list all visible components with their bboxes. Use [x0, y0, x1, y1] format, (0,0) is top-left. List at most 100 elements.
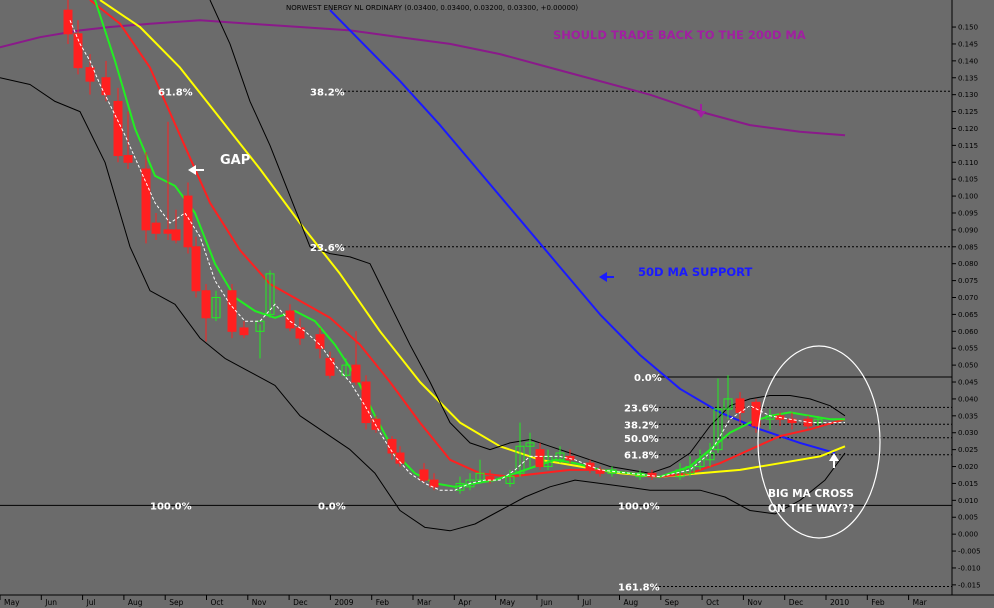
series-line-3 — [89, 0, 846, 478]
y-tick-label: 0.105 — [958, 176, 978, 184]
series-line-4 — [94, 0, 845, 488]
candle — [429, 473, 439, 491]
chart-title: NORWEST ENERGY NL ORDINARY (0.03400, 0.0… — [286, 4, 578, 12]
y-tick-label: 0.110 — [958, 159, 978, 167]
fib-label: 0.0% — [634, 373, 662, 384]
x-tick-label: Mar — [417, 598, 432, 607]
candle — [265, 270, 275, 318]
fib-label: 100.0% — [618, 501, 660, 512]
candle — [475, 459, 485, 484]
x-tick-label: Aug — [128, 598, 143, 607]
fib-label: 38.2% — [624, 420, 659, 431]
highlight-ellipse — [757, 345, 881, 539]
candle — [695, 449, 705, 470]
fib-label: 61.8% — [158, 87, 193, 98]
fib-label: 161.8% — [618, 583, 660, 594]
fib-label: 23.6% — [624, 403, 659, 414]
x-tick-label: Jul — [581, 598, 591, 607]
candle — [813, 415, 823, 426]
candle — [419, 463, 429, 484]
x-tick-label: Oct — [706, 598, 719, 607]
candle — [351, 331, 361, 386]
x-tick-label: Sep — [169, 598, 183, 607]
y-tick-label: 0.125 — [958, 108, 978, 116]
x-tick-label: May — [500, 598, 516, 607]
x-tick-label: Nov — [252, 598, 267, 607]
candle — [239, 321, 249, 339]
y-tick-label: 0.145 — [958, 40, 978, 48]
candle — [543, 449, 553, 470]
y-tick-label: 0.130 — [958, 91, 978, 99]
x-tick-label: Dec — [293, 598, 308, 607]
x-tick-label: Jun — [44, 598, 57, 607]
y-tick-label: 0.015 — [958, 480, 978, 488]
x-tick-label: Jul — [86, 598, 96, 607]
series-line-5 — [0, 77, 846, 532]
x-tick-label: Dec — [789, 598, 804, 607]
fib-label: 100.0% — [150, 501, 192, 512]
y-tick-label: 0.065 — [958, 311, 978, 319]
y-tick-label: 0.000 — [958, 531, 978, 539]
y-tick-label: 0.150 — [958, 24, 978, 32]
fib-label: 23.6% — [310, 243, 345, 254]
x-tick-label: Apr — [458, 598, 472, 607]
y-tick-label: 0.095 — [958, 209, 978, 217]
annotation-ma-support: 50D MA SUPPORT — [638, 265, 752, 279]
fib-label: 38.2% — [310, 87, 345, 98]
candle — [713, 378, 723, 454]
candle — [255, 320, 265, 359]
y-tick-label: 0.040 — [958, 395, 978, 403]
candle — [315, 327, 325, 359]
y-tick-label: 0.020 — [958, 463, 978, 471]
candle — [201, 283, 211, 342]
candle — [585, 459, 595, 474]
candle — [171, 209, 181, 244]
candle — [191, 236, 201, 298]
fib-label: 61.8% — [624, 451, 659, 462]
fib-lines — [0, 90, 952, 588]
candle — [151, 212, 161, 241]
candle — [455, 476, 465, 494]
candle — [371, 415, 381, 433]
candle — [285, 304, 295, 332]
y-axis-panel — [952, 0, 994, 595]
x-tick-label: Oct — [211, 598, 224, 607]
y-tick-label: -0.015 — [958, 581, 981, 589]
y-tick-label: 0.080 — [958, 260, 978, 268]
y-tick-label: 0.085 — [958, 243, 978, 251]
arrow-up-icon — [829, 453, 839, 468]
fib-label: 0.0% — [318, 501, 346, 512]
y-tick-label: -0.005 — [958, 548, 981, 556]
candle — [361, 375, 371, 430]
candle — [515, 422, 525, 477]
candle — [341, 358, 351, 379]
y-tick-label: -0.010 — [958, 564, 981, 572]
candle — [803, 415, 813, 430]
fib-label: 50.0% — [624, 434, 659, 445]
y-tick-label: 0.010 — [958, 497, 978, 505]
candle — [227, 283, 237, 339]
x-tick-label: Feb — [871, 598, 885, 607]
x-tick-label: Nov — [747, 598, 762, 607]
x-tick-label: 2009 — [334, 598, 353, 607]
annotation-trade-back: SHOULD TRADE BACK TO THE 200D MA — [553, 28, 806, 42]
y-tick-label: 0.070 — [958, 294, 978, 302]
y-tick-label: 0.060 — [958, 328, 978, 336]
candle — [465, 473, 475, 491]
arrow-left-icon — [188, 165, 204, 175]
y-tick-label: 0.090 — [958, 226, 978, 234]
candle — [607, 466, 617, 477]
candle — [505, 469, 515, 487]
x-axis-panel — [0, 595, 994, 608]
x-tick-label: Jun — [540, 598, 553, 607]
annotation-on-the-way: ON THE WAY?? — [768, 503, 854, 515]
y-tick-label: 0.025 — [958, 446, 978, 454]
series-line-2 — [99, 0, 846, 478]
y-tick-label: 0.050 — [958, 362, 978, 370]
y-axis: 0.150 0.145 0.140 0.135 0.130 0.125 0.120 0.115… — [952, 24, 981, 589]
candle — [675, 463, 685, 481]
candle — [211, 290, 221, 322]
y-tick-label: 0.045 — [958, 379, 978, 387]
y-tick-label: 0.035 — [958, 412, 978, 420]
